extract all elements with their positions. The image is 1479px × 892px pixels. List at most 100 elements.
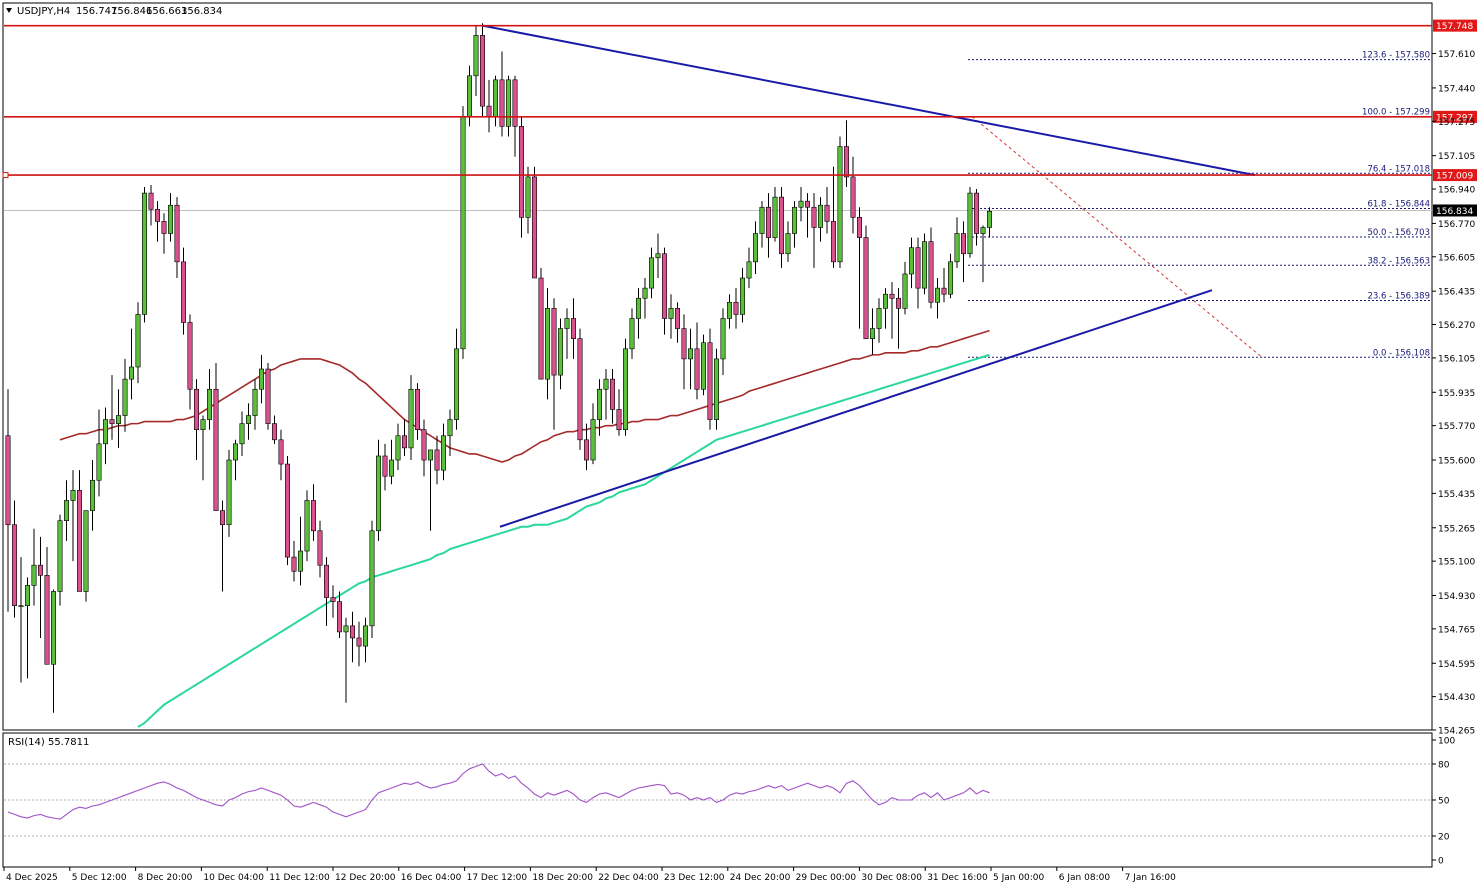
candle-bull <box>116 415 122 424</box>
candle-bear <box>941 287 947 295</box>
candle-bear <box>77 490 83 592</box>
fibonacci-layer: 123.6 - 157.580 100.0 - 157.299 76.4 - 157… <box>968 51 1432 358</box>
time-axis-label: 12 Dec 20:00 <box>335 873 396 883</box>
fib-level-label: 50.0 - 156.703 <box>1367 228 1430 238</box>
descending-trendline <box>482 24 1256 177</box>
candle-bear <box>850 176 856 218</box>
candle-bull <box>648 257 654 289</box>
candle-bull <box>635 297 641 319</box>
time-axis-label: 10 Dec 04:00 <box>203 873 264 883</box>
candle-bear <box>278 439 284 465</box>
candle-bear <box>12 524 18 606</box>
candle-bull <box>687 348 693 360</box>
candle-bull <box>947 261 953 295</box>
candle-bear <box>928 241 934 303</box>
time-axis-label: 16 Dec 04:00 <box>401 873 462 883</box>
candle-bear <box>843 146 849 178</box>
candle-bull <box>798 200 804 208</box>
ohlc-low: 156.663 <box>146 6 187 17</box>
candle-bear <box>421 429 427 461</box>
candle-bull <box>642 287 648 299</box>
candle-bull <box>752 233 758 263</box>
candle-bull <box>96 443 102 481</box>
candles-layer <box>5 23 992 713</box>
level-price-tag <box>1433 110 1477 123</box>
candle-bull <box>967 192 973 255</box>
rsi-axis-label: 80 <box>1438 761 1450 771</box>
candle-bear <box>356 637 362 647</box>
rsi-layer: 100 80 50 20 0 <box>4 737 1455 867</box>
trendline-layer <box>482 24 1256 528</box>
price-axis-label: 155.935 <box>1438 389 1475 399</box>
candle-bull <box>544 308 550 380</box>
candle-bear <box>330 597 336 602</box>
price-axis-label: 156.770 <box>1438 220 1475 230</box>
candle-bear <box>37 564 43 576</box>
candle-bull <box>18 605 24 607</box>
candle-bear <box>323 564 329 598</box>
candle-bear <box>414 388 420 430</box>
candle-bear <box>616 409 622 430</box>
candle-bull <box>622 348 628 430</box>
price-axis: 157.610 157.440 157.275 157.105 156.940 156.7… <box>1432 50 1475 737</box>
candle-bull <box>395 435 401 461</box>
candle-bear <box>531 176 537 279</box>
candle-bull <box>473 35 479 77</box>
candle-bull <box>246 415 252 424</box>
candle-bear <box>194 388 200 430</box>
ascending-trendline <box>499 289 1213 528</box>
candle-bear <box>109 419 115 424</box>
level-price-tag <box>1433 19 1477 32</box>
fib-diagonal-line <box>971 116 1263 358</box>
candle-bull <box>980 227 986 234</box>
time-axis-label: 5 Jan 00:00 <box>993 873 1045 883</box>
header-collapse-icon[interactable] <box>6 8 12 13</box>
candle-bear <box>674 308 680 329</box>
candle-bear <box>889 293 895 299</box>
candle-bear <box>518 126 524 218</box>
price-axis-label: 154.595 <box>1438 660 1475 670</box>
level-price-tag-label: 157.297 <box>1436 113 1473 123</box>
candle-bear <box>284 463 290 558</box>
candle-bull <box>772 196 778 238</box>
candle-bear <box>512 79 518 127</box>
candle-bull <box>603 378 609 390</box>
candle-bull <box>362 625 368 647</box>
candle-bear <box>434 449 440 471</box>
candle-bear <box>499 79 505 127</box>
fib-level-label: 61.8 - 156.844 <box>1367 199 1430 209</box>
time-axis-label: 11 Dec 12:00 <box>269 873 330 883</box>
candle-bull <box>304 500 310 552</box>
candle-bull <box>83 510 89 592</box>
rsi-axis-label: 0 <box>1438 857 1444 867</box>
candle-bull <box>200 419 206 430</box>
price-axis-label: 156.270 <box>1438 321 1475 331</box>
candle-bear <box>187 322 193 390</box>
rsi-axis-label: 50 <box>1438 797 1450 807</box>
level-price-tag-label: 157.748 <box>1436 22 1473 32</box>
candle-bull <box>596 388 602 420</box>
price-axis-label: 156.605 <box>1438 253 1475 263</box>
level-price-tag-label: 157.009 <box>1436 172 1473 182</box>
candle-bull <box>31 564 37 586</box>
fib-level-label: 100.0 - 157.299 <box>1362 107 1430 117</box>
time-axis-label: 18 Dec 20:00 <box>532 873 593 883</box>
candle-bull <box>869 328 875 339</box>
price-axis-label: 155.600 <box>1438 457 1475 467</box>
candle-bull <box>168 204 174 234</box>
time-axis-label: 30 Dec 08:00 <box>861 873 922 883</box>
price-axis-label: 155.435 <box>1438 490 1475 500</box>
candle-bull <box>557 328 563 376</box>
candle-bull <box>564 318 570 329</box>
price-axis-label: 157.105 <box>1438 152 1475 162</box>
fib-level-label: 23.6 - 156.389 <box>1367 291 1430 301</box>
price-axis-label: 156.940 <box>1438 186 1475 196</box>
candle-bull <box>90 479 96 511</box>
candle-bull <box>57 520 63 592</box>
price-axis-label: 156.105 <box>1438 354 1475 364</box>
candle-bear <box>213 388 219 511</box>
candle-bull <box>492 79 498 117</box>
candle-bull <box>103 419 109 445</box>
candle-bull <box>837 146 843 263</box>
candle-bear <box>44 574 50 665</box>
